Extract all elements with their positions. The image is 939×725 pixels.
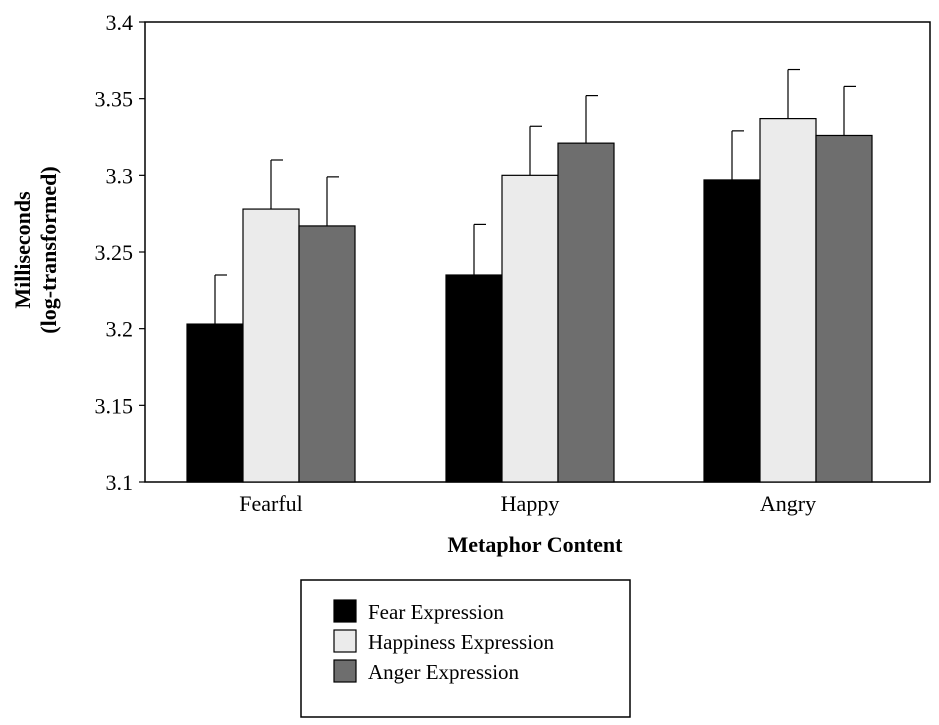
bar xyxy=(759,117,817,483)
bar xyxy=(298,225,356,483)
y-tick-label: 3.35 xyxy=(95,87,134,112)
y-tick-label: 3.4 xyxy=(106,10,134,35)
x-tick-label: Fearful xyxy=(239,491,303,516)
bar xyxy=(445,274,503,483)
bar xyxy=(501,174,559,483)
legend-swatch xyxy=(333,659,357,683)
bars xyxy=(186,117,873,483)
bar xyxy=(703,179,761,483)
legend-label: Anger Expression xyxy=(368,660,520,684)
legend: Fear Expression Happiness Expression Anger… xyxy=(300,579,631,718)
x-axis-title: Metaphor Content xyxy=(448,532,624,557)
error-bars xyxy=(214,68,856,325)
y-axis-title: Milliseconds (log-transformed) xyxy=(10,166,61,333)
y-tick-label: 3.25 xyxy=(95,240,134,265)
y-tick-label: 3.2 xyxy=(106,317,134,342)
y-tick-label: 3.15 xyxy=(95,393,134,418)
bar xyxy=(557,142,615,483)
legend-swatch xyxy=(333,629,357,653)
y-axis-title-line-1: Milliseconds xyxy=(10,191,35,309)
x-tick-label: Happy xyxy=(501,491,560,516)
legend-label: Happiness Expression xyxy=(368,630,555,654)
legend-label: Fear Expression xyxy=(368,600,504,624)
y-axis-title-line-2: (log-transformed) xyxy=(36,166,61,333)
legend-swatch xyxy=(333,599,357,623)
x-axis: Fearful Happy Angry xyxy=(239,491,816,516)
bar xyxy=(186,323,244,483)
y-axis: 3.1 3.15 3.2 3.25 3.3 3.35 3.4 xyxy=(95,10,145,495)
bar xyxy=(242,208,300,483)
y-tick-label: 3.1 xyxy=(106,470,134,495)
x-tick-label: Angry xyxy=(760,491,816,516)
bar xyxy=(815,134,873,483)
y-tick-label: 3.3 xyxy=(106,163,134,188)
